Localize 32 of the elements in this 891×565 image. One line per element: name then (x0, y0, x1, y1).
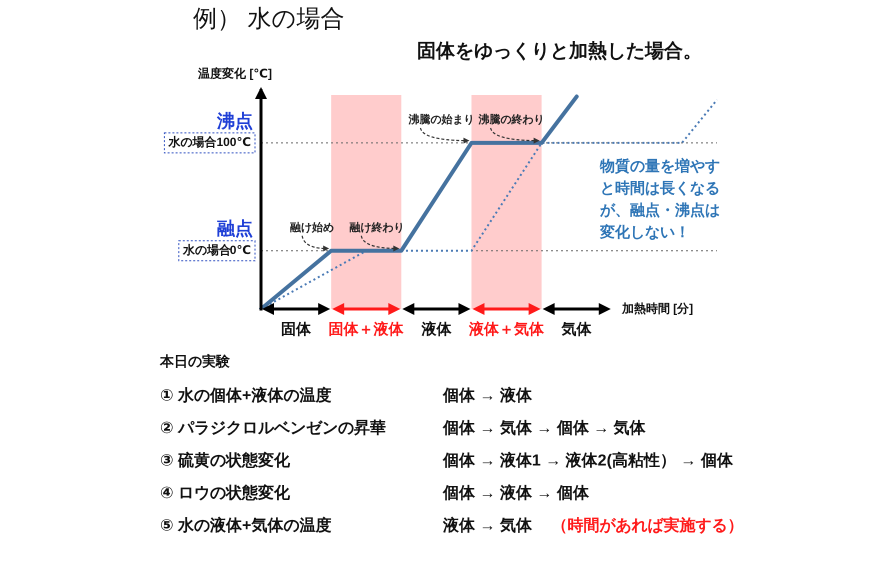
y-axis-title: 温度変化 [℃] (197, 66, 272, 80)
x-axis-title: 加熱時間 [分] (620, 301, 694, 316)
x-tick-label: 固体 (281, 321, 312, 338)
text: 水の場合 (167, 135, 218, 150)
y-tick-label: 0℃ (230, 243, 251, 258)
text: （時間があれば実施する） (551, 515, 744, 534)
text: ④ ロウの状態変化 (160, 482, 291, 502)
x-tick-label: 気体 (560, 321, 593, 338)
text: ① 水の個体+液体の温度 (160, 385, 332, 404)
text: 個体 → 気体 → 個体 → 気体 (442, 418, 647, 437)
text: ② パラジクロルベンゼンの昇華 (160, 418, 386, 437)
text: 個体 → 液体1 → 液体2(高粘性） → 個体 (442, 450, 734, 470)
annotation: 融け始め (290, 220, 334, 234)
annotation: 沸騰の終わり (478, 112, 545, 126)
y-tick-label: 100℃ (216, 135, 251, 150)
text: 個体 → 液体 → 個体 (442, 484, 590, 502)
text: ③ 硫黄の状態変化 (160, 450, 291, 470)
x-tick-label: 固体＋液体 (328, 320, 405, 338)
text: 本日の実験 (159, 352, 231, 369)
text: ⑤ 水の液体+気体の温度 (160, 515, 332, 534)
annotation: 沸騰の始まり (407, 112, 474, 126)
text: 水の場合 (182, 243, 232, 258)
text: 融点 (217, 218, 253, 239)
text: 液体 → 気体 (442, 516, 533, 534)
x-tick-label: 液体 (420, 320, 452, 338)
text: 沸点 (216, 110, 253, 131)
chart-subtitle: 固体をゆっくりと加熱した場合。 (417, 40, 702, 62)
chart-title: 例） 水の場合 (193, 6, 345, 33)
x-tick-label: 液体＋気体 (468, 320, 546, 338)
text: 個体 → 液体 (442, 386, 533, 404)
annotation: 融け終わり (349, 220, 404, 234)
annotation: 物質の量を増やすと時間は長くなるが、融点・沸点は変化しない！ (598, 157, 720, 242)
